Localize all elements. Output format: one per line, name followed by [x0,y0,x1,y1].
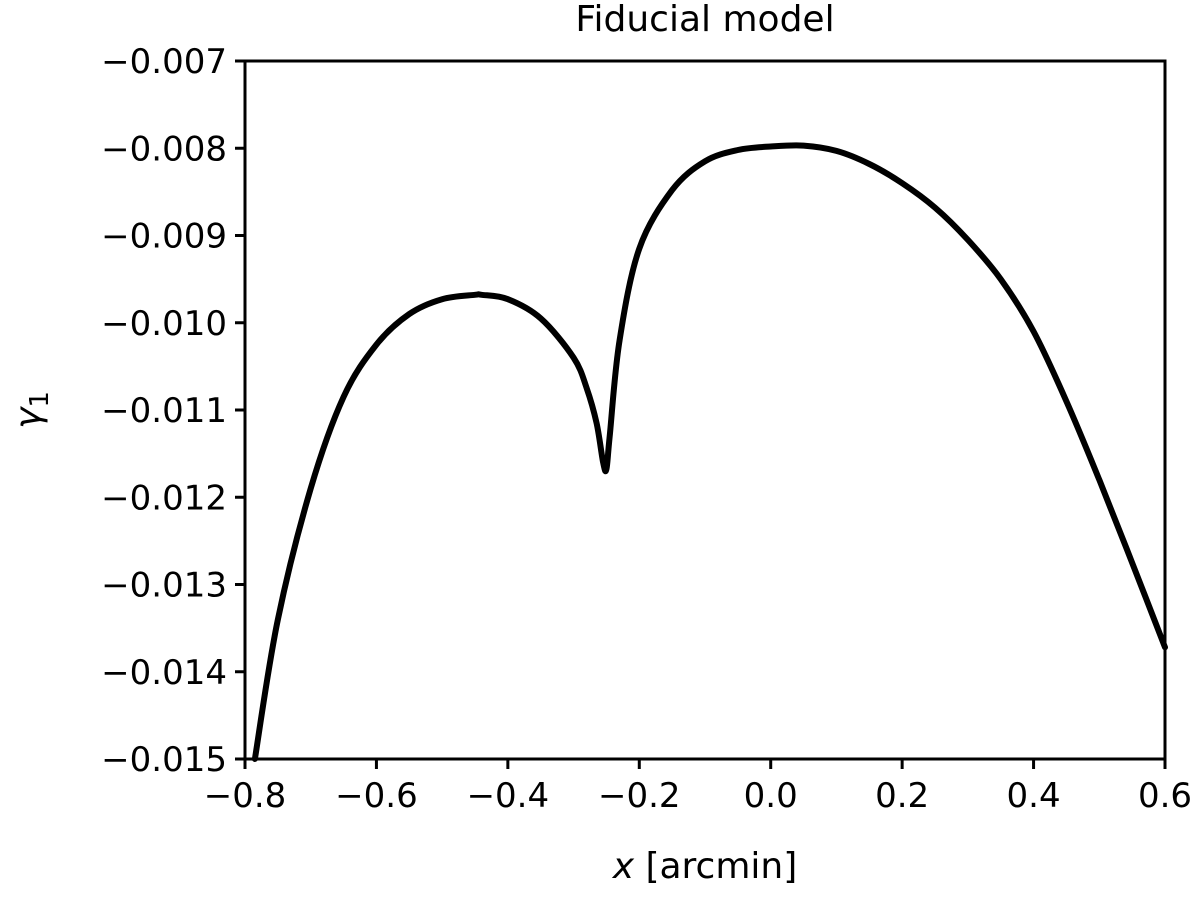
plot-frame [243,59,1167,761]
x-tick-label: 0.0 [744,776,798,816]
x-axis-variable: x [612,846,635,887]
y-axis-title: γ1 [8,391,55,429]
x-tick-label: 0.6 [1138,776,1192,816]
x-tick-label: −0.2 [598,776,681,816]
y-axis-variable: γ [8,406,49,429]
chart-title: Fiducial model [575,0,834,40]
x-axis-ticks: −0.8 −0.6 −0.4 −0.2 0.0 0.2 0.4 0.6 [204,759,1192,816]
y-tick-label: −0.008 [101,129,227,169]
x-tick-label: 0.2 [875,776,929,816]
x-axis-unit: [arcmin] [634,846,797,887]
x-tick-label: −0.4 [467,776,550,816]
y-tick-label: −0.015 [101,740,227,780]
y-tick-label: −0.012 [101,478,227,518]
x-tick-label: 0.4 [1007,776,1061,816]
y-tick-label: −0.007 [101,42,227,82]
y-tick-label: −0.010 [101,304,227,344]
y-tick-label: −0.014 [101,653,227,693]
y-tick-label: −0.011 [101,391,227,431]
x-tick-label: −0.8 [204,776,287,816]
x-axis-title: x [arcmin] [612,846,798,887]
y-tick-label: −0.013 [101,566,227,606]
y-axis-subscript: 1 [25,391,55,408]
x-tick-label: −0.6 [335,776,418,816]
series-line [251,142,1168,762]
y-axis-ticks: −0.007 −0.008 −0.009 −0.010 −0.011 −0.012 −0.0… [101,42,245,780]
y-tick-label: −0.009 [101,217,227,257]
